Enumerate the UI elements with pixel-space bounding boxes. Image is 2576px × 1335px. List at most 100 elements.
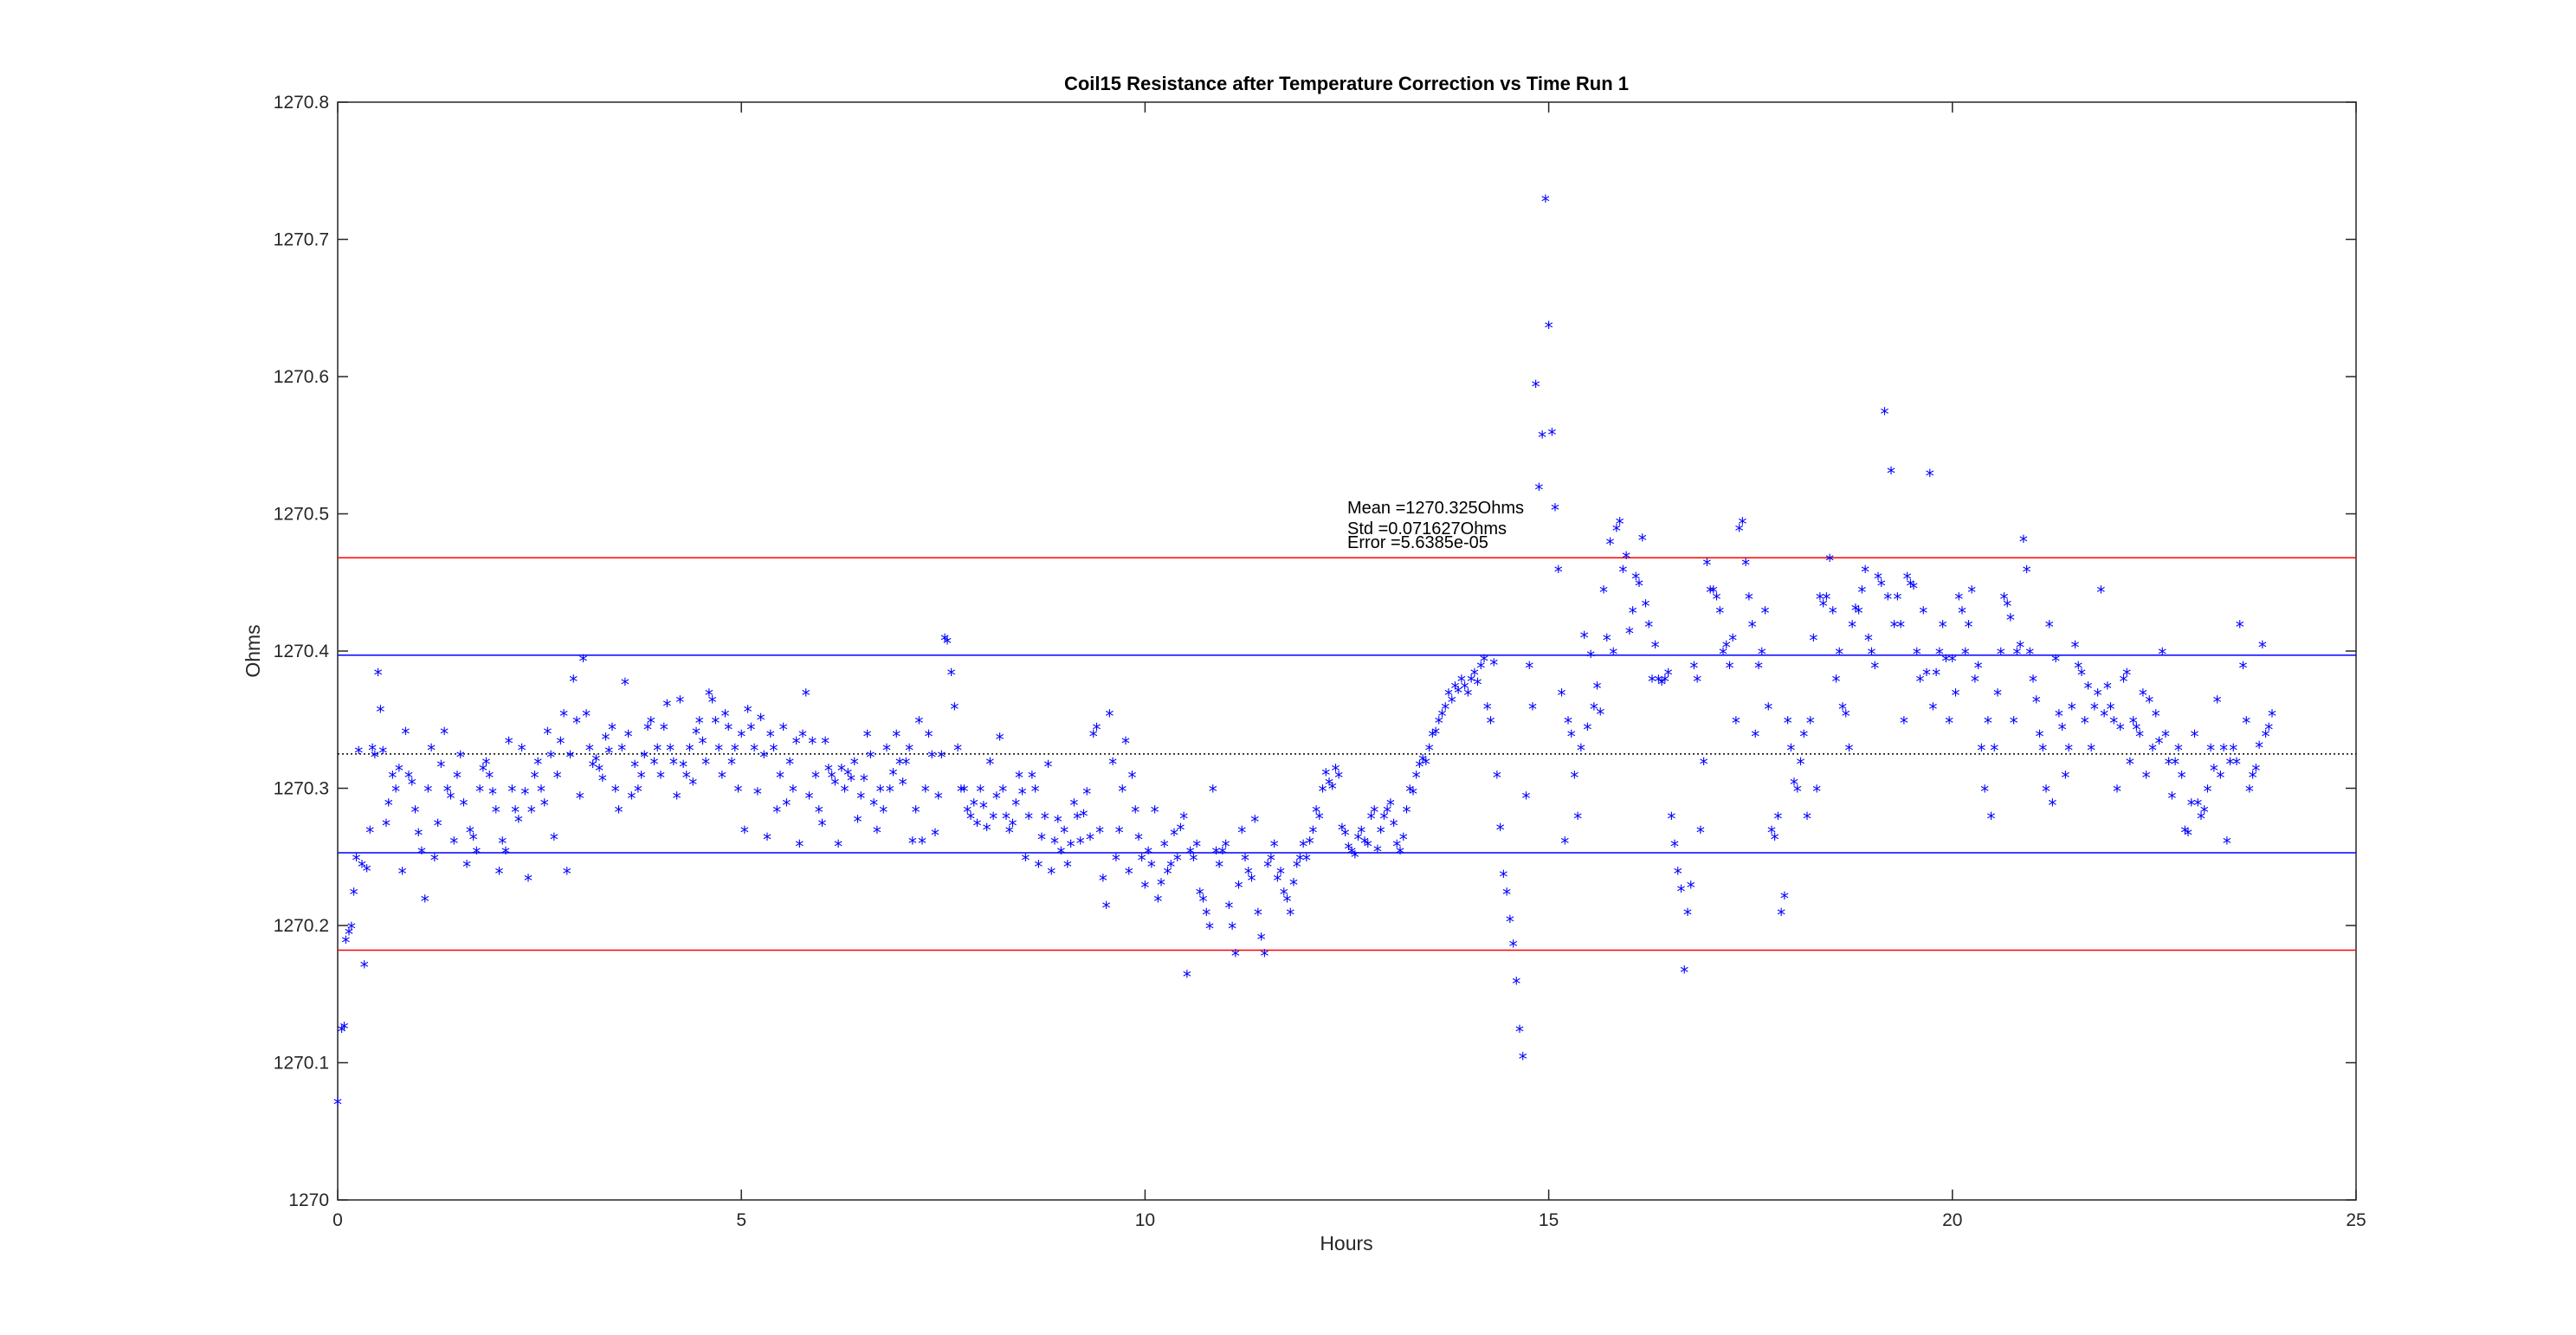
data-point: * bbox=[1558, 686, 1566, 706]
data-point: * bbox=[1028, 768, 1036, 789]
data-point: * bbox=[769, 740, 778, 761]
data-point: * bbox=[368, 740, 377, 761]
data-point: * bbox=[611, 782, 620, 803]
data-point: * bbox=[1696, 822, 1705, 843]
data-point: * bbox=[572, 713, 581, 733]
data-point: * bbox=[2268, 706, 2276, 726]
data-point: * bbox=[2096, 583, 2105, 603]
data-point: * bbox=[1270, 836, 1279, 857]
data-point: * bbox=[617, 740, 626, 761]
data-point: * bbox=[1306, 834, 1314, 855]
data-point: * bbox=[1467, 672, 1475, 693]
data-point: * bbox=[1525, 658, 1533, 679]
data-point: * bbox=[1202, 905, 1211, 925]
data-point: * bbox=[1205, 919, 1214, 939]
data-point: * bbox=[2154, 733, 2163, 754]
data-point: * bbox=[1654, 672, 1662, 693]
data-point: * bbox=[1299, 836, 1307, 857]
data-point: * bbox=[1102, 898, 1111, 919]
data-point: * bbox=[2135, 726, 2144, 747]
data-point: * bbox=[888, 764, 897, 785]
data-point: * bbox=[338, 1022, 346, 1042]
data-point: * bbox=[856, 788, 865, 809]
data-point: * bbox=[1328, 778, 1337, 799]
data-point: * bbox=[669, 754, 678, 775]
data-point: * bbox=[2058, 719, 2067, 740]
data-point: * bbox=[1037, 829, 1046, 850]
data-point: * bbox=[2087, 740, 2095, 761]
y-tick-label: 1270.1 bbox=[274, 1054, 329, 1074]
data-point: * bbox=[650, 754, 659, 775]
data-point: * bbox=[673, 788, 681, 809]
data-point: * bbox=[550, 829, 558, 850]
data-point: * bbox=[2107, 699, 2115, 719]
data-point: * bbox=[1545, 318, 1553, 339]
data-point: * bbox=[443, 782, 452, 803]
data-point: * bbox=[1764, 699, 1772, 719]
data-point: * bbox=[2165, 754, 2173, 775]
data-point: * bbox=[960, 782, 969, 803]
data-point: * bbox=[1099, 871, 1107, 892]
data-point: * bbox=[345, 924, 353, 945]
data-point: * bbox=[1825, 551, 1834, 571]
data-point: * bbox=[540, 795, 549, 816]
data-point: * bbox=[1283, 891, 1292, 912]
data-point: * bbox=[1767, 822, 1776, 843]
data-point: * bbox=[1379, 809, 1388, 829]
data-point: * bbox=[985, 754, 994, 775]
data-point: * bbox=[1971, 672, 1979, 693]
data-point: * bbox=[1002, 809, 1010, 829]
data-point: * bbox=[908, 834, 917, 855]
data-point: * bbox=[1383, 802, 1391, 822]
data-point: * bbox=[1857, 583, 1866, 603]
y-tick-label: 1270.8 bbox=[274, 93, 329, 113]
data-point: * bbox=[1060, 822, 1068, 843]
data-point: * bbox=[1211, 843, 1220, 864]
data-point: * bbox=[589, 757, 597, 777]
data-point: * bbox=[1063, 857, 1072, 878]
data-point: * bbox=[360, 957, 369, 977]
data-point: * bbox=[692, 724, 700, 745]
data-point: * bbox=[1415, 757, 1424, 777]
data-point: * bbox=[979, 798, 988, 819]
data-point: * bbox=[1758, 644, 1766, 665]
data-point: * bbox=[869, 795, 878, 816]
data-point: * bbox=[582, 706, 591, 726]
data-point: * bbox=[1235, 877, 1243, 898]
data-point: * bbox=[1237, 822, 1246, 843]
data-point: * bbox=[950, 699, 959, 719]
data-point: * bbox=[1295, 850, 1304, 871]
data-point: * bbox=[733, 782, 742, 803]
data-point: * bbox=[2077, 665, 2086, 686]
data-point: * bbox=[1050, 834, 1059, 855]
data-point: * bbox=[447, 788, 455, 809]
data-point: * bbox=[1289, 874, 1298, 895]
data-point: * bbox=[492, 802, 500, 822]
data-point: * bbox=[921, 782, 930, 803]
data-point: * bbox=[1625, 623, 1634, 644]
data-point: * bbox=[1644, 616, 1653, 637]
data-point: * bbox=[943, 633, 952, 654]
x-tick-label: 5 bbox=[736, 1210, 746, 1230]
data-point: * bbox=[2200, 802, 2209, 822]
data-point: * bbox=[391, 782, 400, 803]
data-point: * bbox=[1005, 822, 1014, 843]
data-point: * bbox=[662, 696, 671, 717]
data-point: * bbox=[1386, 795, 1395, 816]
data-point: * bbox=[1176, 820, 1185, 841]
data-point: * bbox=[841, 782, 849, 803]
data-point: * bbox=[1089, 726, 1098, 747]
data-point: * bbox=[847, 771, 855, 791]
data-point: * bbox=[1793, 782, 1802, 803]
data-point: * bbox=[1732, 713, 1740, 733]
data-point: * bbox=[2174, 740, 2183, 761]
data-point: * bbox=[352, 850, 360, 871]
data-point: * bbox=[1056, 843, 1065, 864]
data-point: * bbox=[1499, 867, 1508, 887]
data-point: * bbox=[1952, 686, 1960, 706]
y-tick-label: 1270.7 bbox=[274, 230, 329, 250]
data-point: * bbox=[1031, 782, 1040, 803]
data-point: * bbox=[384, 795, 393, 816]
data-point: * bbox=[1922, 665, 1931, 686]
data-point: * bbox=[2100, 706, 2108, 726]
